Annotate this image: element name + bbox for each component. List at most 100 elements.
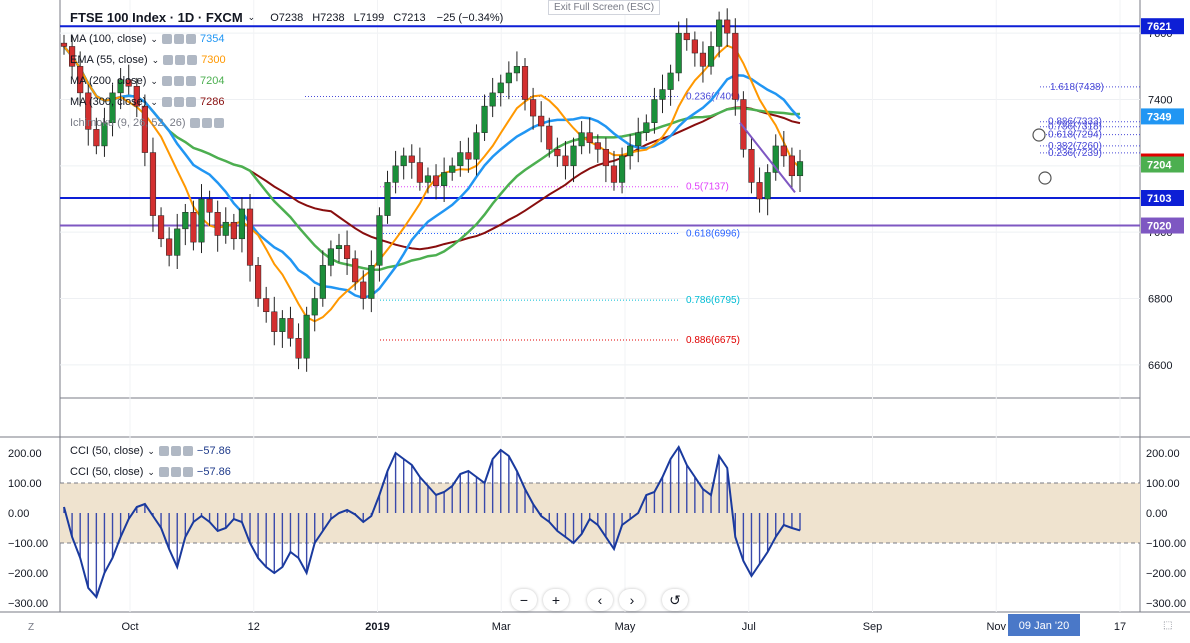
candle-body xyxy=(77,66,84,94)
indicator-label: EMA (55, close) xyxy=(70,54,148,66)
chevron-down-icon[interactable]: ⌄ xyxy=(151,54,160,65)
candle-body xyxy=(683,32,690,41)
candle-body xyxy=(643,122,650,133)
timezone-corner[interactable]: Z xyxy=(28,622,35,633)
indicator-toggles[interactable] xyxy=(161,76,196,86)
symbol-label[interactable]: FTSE 100 Index · 1D · FXCM xyxy=(70,10,243,25)
fib-level-label: 0.786(6795) xyxy=(686,295,740,306)
candle-body xyxy=(465,152,472,160)
indicator-toggles[interactable] xyxy=(158,467,193,477)
candle-body xyxy=(432,175,440,186)
gear-icon[interactable] xyxy=(201,118,212,128)
cci-y-tick-label: 100.00 xyxy=(1146,478,1180,490)
candle-body xyxy=(69,46,76,67)
candle-body xyxy=(384,182,391,216)
gear-icon[interactable] xyxy=(173,76,184,86)
candle-body xyxy=(505,72,512,84)
indicator-toggles[interactable] xyxy=(161,97,196,107)
candle-body xyxy=(602,149,609,167)
candle-body xyxy=(489,92,496,107)
eye-icon[interactable] xyxy=(161,76,172,86)
eye-icon[interactable] xyxy=(161,97,172,107)
eye-icon[interactable] xyxy=(158,446,169,456)
gear-icon[interactable] xyxy=(170,467,181,477)
candle-body xyxy=(424,175,432,183)
zoom-out-button[interactable]: − xyxy=(511,589,537,611)
price-badge xyxy=(1141,156,1184,173)
candle-body xyxy=(724,19,731,34)
close-icon[interactable] xyxy=(182,467,193,477)
indicator-ma100[interactable]: MA (100, close) ⌄ 7354 xyxy=(70,33,224,45)
indicator-toggles[interactable] xyxy=(161,34,196,44)
candle-body xyxy=(570,145,577,167)
gear-icon[interactable] xyxy=(173,97,184,107)
candle-body xyxy=(319,265,326,299)
eye-icon[interactable] xyxy=(158,467,169,477)
candle-body xyxy=(206,198,213,213)
candle-body xyxy=(530,99,537,117)
gear-icon[interactable] xyxy=(175,55,186,65)
settings-corner-icon[interactable]: ⬚ xyxy=(1163,620,1173,631)
candle-body xyxy=(360,281,367,299)
close-icon[interactable] xyxy=(182,446,193,456)
scroll-left-button[interactable]: ‹ xyxy=(587,589,613,611)
cci-line xyxy=(63,444,801,599)
indicator-toggles[interactable] xyxy=(163,55,198,65)
chevron-down-icon[interactable]: ⌄ xyxy=(150,75,158,86)
cci-legend-2[interactable]: CCI (50, close) ⌄ −57.86 xyxy=(70,466,231,478)
candle-body xyxy=(214,212,221,236)
eye-icon[interactable] xyxy=(189,118,200,128)
close-icon[interactable] xyxy=(185,34,196,44)
reset-chart-button[interactable]: ↺ xyxy=(662,589,688,611)
indicator-ma300[interactable]: MA (300, close) ⌄ 7286 xyxy=(70,96,224,108)
candle-body xyxy=(416,162,423,183)
chevron-down-icon[interactable]: ⌄ xyxy=(147,466,155,477)
close-icon[interactable] xyxy=(213,118,224,128)
eye-icon[interactable] xyxy=(163,55,174,65)
exit-fullscreen-button[interactable]: Exit Full Screen (ESC) xyxy=(548,0,661,15)
candle-body xyxy=(716,19,723,47)
indicator-ichimoku[interactable]: Ichimoku (9, 26, 52, 26) xyxy=(70,117,224,129)
candle-body xyxy=(222,221,229,236)
chevron-down-icon[interactable]: ⌄ xyxy=(150,96,158,107)
eye-icon[interactable] xyxy=(161,34,172,44)
candle-body xyxy=(238,208,246,240)
indicator-label: CCI (50, close) xyxy=(70,445,144,457)
cci-band xyxy=(60,483,1140,543)
fib-level-label: 0.618(6996) xyxy=(686,228,740,239)
indicator-ema55[interactable]: EMA (55, close) ⌄ 7300 xyxy=(70,54,226,66)
candle-body xyxy=(182,212,189,230)
indicator-ma200[interactable]: MA (200, close) ⌄ 7204 xyxy=(70,75,224,87)
close-icon[interactable] xyxy=(187,55,198,65)
time-badge xyxy=(1008,614,1080,636)
chevron-down-icon[interactable]: ⌄ xyxy=(147,445,155,456)
scroll-right-button[interactable]: › xyxy=(619,589,645,611)
x-tick-label: 12 xyxy=(248,621,260,633)
close-icon[interactable] xyxy=(185,76,196,86)
candle-body xyxy=(788,155,795,177)
candle-body xyxy=(101,122,108,147)
chevron-down-icon[interactable]: ⌄ xyxy=(150,33,158,44)
price-badge xyxy=(1141,108,1184,125)
change-value: −25 (−0.34%) xyxy=(436,11,504,24)
x-tick-label: 2019 xyxy=(365,621,389,633)
candle-body xyxy=(554,149,561,157)
gear-icon[interactable] xyxy=(173,34,184,44)
candle-body xyxy=(441,172,448,186)
indicator-toggles[interactable] xyxy=(158,446,193,456)
y-tick-label: 6800 xyxy=(1148,294,1172,306)
zoom-in-button[interactable]: + xyxy=(543,589,569,611)
candle-body xyxy=(594,142,601,150)
cci-legend-1[interactable]: CCI (50, close) ⌄ −57.86 xyxy=(70,445,231,457)
gear-icon[interactable] xyxy=(170,446,181,456)
close-icon[interactable] xyxy=(185,97,196,107)
candle-body xyxy=(562,155,569,167)
indicator-toggles[interactable] xyxy=(189,118,224,128)
x-tick-label: Nov xyxy=(986,621,1006,633)
chevron-down-icon[interactable]: ⌄ xyxy=(247,12,256,22)
candle-body xyxy=(335,245,343,250)
ema55-line xyxy=(63,44,801,323)
candle-body xyxy=(618,155,626,183)
indicator-label: MA (200, close) xyxy=(70,75,147,87)
